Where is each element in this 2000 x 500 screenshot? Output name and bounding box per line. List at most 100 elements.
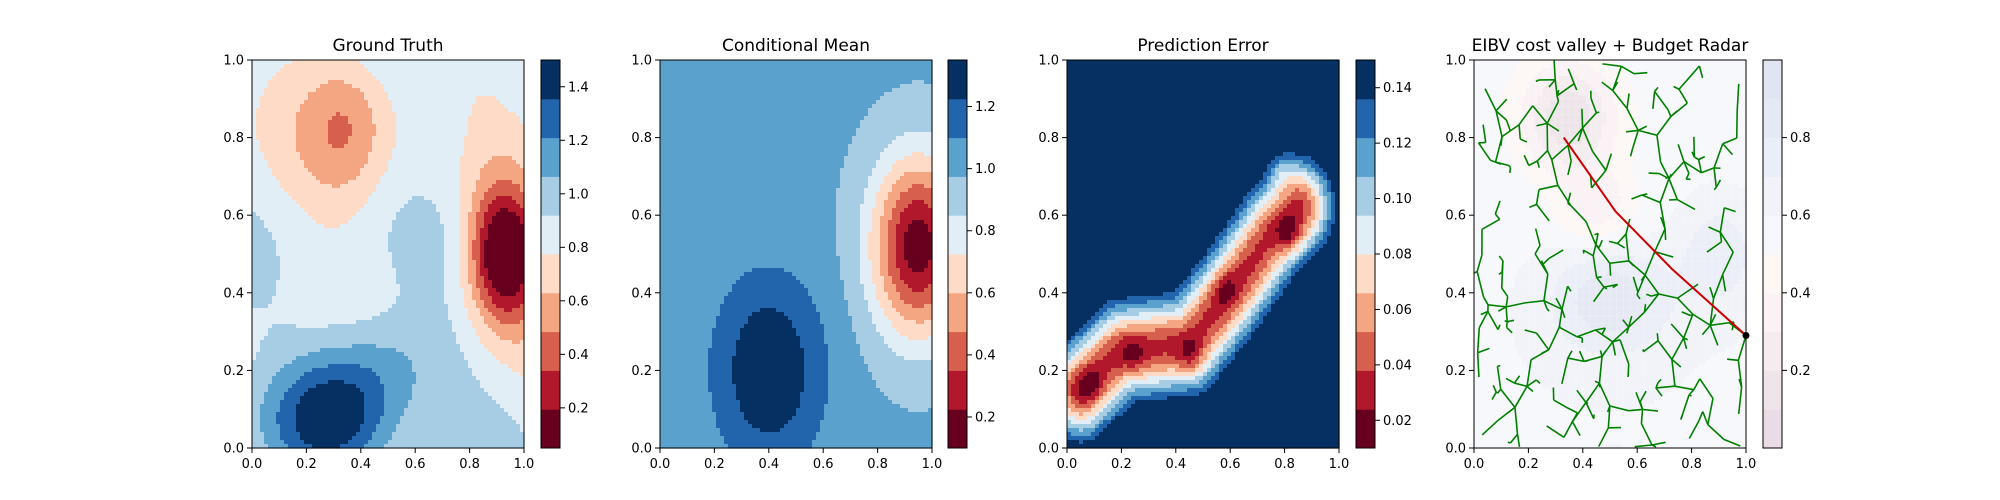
heatmap-cell — [404, 160, 409, 165]
heatmap-cell — [436, 188, 441, 193]
heatmap-cell — [492, 264, 497, 269]
heatmap-cell — [412, 164, 417, 169]
heatmap-cell — [308, 352, 313, 357]
heatmap-cell — [316, 340, 321, 345]
heatmap-cell — [252, 252, 257, 257]
heatmap-cell — [368, 340, 373, 345]
heatmap-cell — [312, 104, 317, 109]
heatmap-cell — [400, 148, 405, 153]
heatmap-cell — [256, 204, 261, 209]
heatmap-cell — [448, 348, 453, 353]
heatmap-cell — [332, 244, 337, 249]
heatmap-cell — [376, 220, 381, 225]
heatmap-cell — [512, 96, 517, 101]
heatmap-cell — [468, 64, 473, 69]
heatmap-cell — [468, 284, 473, 289]
heatmap-cell — [272, 148, 277, 153]
heatmap-cell — [420, 176, 425, 181]
heatmap-cell — [364, 204, 369, 209]
heatmap-cell — [380, 92, 385, 97]
heatmap-cell — [396, 236, 401, 241]
heatmap-cell — [368, 268, 373, 273]
heatmap-cell — [316, 72, 321, 77]
heatmap-cell — [420, 320, 425, 325]
heatmap-cell — [408, 248, 413, 253]
heatmap-cell — [312, 260, 317, 265]
heatmap-cell — [316, 216, 321, 221]
heatmap-cell — [380, 340, 385, 345]
heatmap-cell — [476, 116, 481, 121]
heatmap-cell — [364, 280, 369, 285]
heatmap-cell — [304, 352, 309, 357]
heatmap-cell — [292, 352, 297, 357]
heatmap-cell — [460, 140, 465, 145]
heatmap-cell — [344, 304, 349, 309]
heatmap-cell — [492, 244, 497, 249]
heatmap-cell — [376, 152, 381, 157]
heatmap-cell — [376, 308, 381, 313]
heatmap-cell — [424, 68, 429, 73]
heatmap-cell — [360, 132, 365, 137]
heatmap-cell — [372, 236, 377, 241]
heatmap-cell — [492, 252, 497, 257]
heatmap-cell — [448, 312, 453, 317]
heatmap-cell — [304, 100, 309, 105]
heatmap-cell — [312, 216, 317, 221]
heatmap-cell — [340, 184, 345, 189]
heatmap-cell — [476, 200, 481, 205]
heatmap-cell — [400, 228, 405, 233]
heatmap-cell — [516, 104, 521, 109]
heatmap-cell — [512, 140, 517, 145]
heatmap-cell — [468, 200, 473, 205]
heatmap-cell — [472, 68, 477, 73]
heatmap-cell — [492, 160, 497, 165]
heatmap-cell — [400, 184, 405, 189]
heatmap-cell — [272, 88, 277, 93]
heatmap-cell — [280, 96, 285, 101]
heatmap-cell — [332, 228, 337, 233]
heatmap-cell — [392, 172, 397, 177]
heatmap-cell — [472, 208, 477, 213]
heatmap-cell — [428, 72, 433, 77]
heatmap-cell — [460, 228, 465, 233]
heatmap-cell — [336, 352, 341, 357]
heatmap-cell — [396, 224, 401, 229]
heatmap-cell — [372, 352, 377, 357]
heatmap-cell — [288, 88, 293, 93]
heatmap-cell — [460, 220, 465, 225]
heatmap-cell — [452, 164, 457, 169]
heatmap-cell — [452, 60, 457, 65]
heatmap-cell — [312, 204, 317, 209]
heatmap-cell — [392, 72, 397, 77]
heatmap-cell — [276, 320, 281, 325]
heatmap-cell — [256, 268, 261, 273]
heatmap-cell — [360, 332, 365, 337]
heatmap-cell — [476, 284, 481, 289]
heatmap-cell — [368, 132, 373, 137]
heatmap-cell — [516, 276, 521, 281]
heatmap-cell — [456, 64, 461, 69]
heatmap-cell — [472, 316, 477, 321]
heatmap-cell — [428, 288, 433, 293]
heatmap-cell — [300, 144, 305, 149]
heatmap-cell — [492, 188, 497, 193]
heatmap-cell — [384, 84, 389, 89]
heatmap-cell — [428, 168, 433, 173]
heatmap-cell — [352, 108, 357, 113]
heatmap-cell — [424, 120, 429, 125]
heatmap-cell — [492, 260, 497, 265]
heatmap-cell — [260, 344, 265, 349]
heatmap-cell — [280, 348, 285, 353]
heatmap-cell — [376, 148, 381, 153]
heatmap-cell — [404, 100, 409, 105]
heatmap-cell — [496, 232, 501, 237]
heatmap-cell — [400, 64, 405, 69]
heatmap-cell — [508, 96, 513, 101]
heatmap-cell — [304, 176, 309, 181]
heatmap-cell — [360, 156, 365, 161]
heatmap-cell — [500, 228, 505, 233]
heatmap-cell — [452, 260, 457, 265]
heatmap-cell — [504, 172, 509, 177]
heatmap-cell — [476, 260, 481, 265]
heatmap-cell — [516, 156, 521, 161]
